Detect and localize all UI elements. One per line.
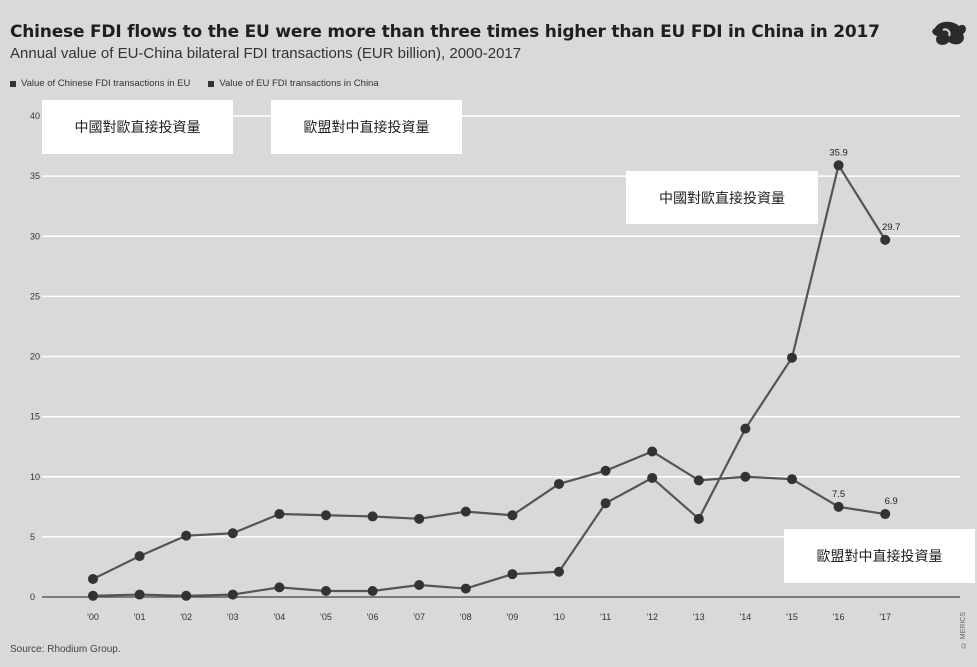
data-point [274, 509, 285, 520]
data-point [647, 472, 658, 483]
data-point [647, 446, 658, 457]
x-axis-ticks: '00 '01 '02 '03 '04 '05 '06 '07 '08 '09 '10 '11 '12 '… [87, 612, 891, 622]
x-tick-label: '08 [460, 612, 472, 622]
merics-logo-icon [932, 21, 966, 45]
data-point [600, 465, 611, 476]
data-point [227, 528, 238, 539]
y-tick-label: 10 [30, 472, 40, 482]
data-label: 29.7 [882, 222, 901, 233]
data-point [321, 585, 331, 596]
y-tick-label: 30 [30, 231, 40, 241]
x-tick-label: '00 [87, 612, 99, 622]
data-point [880, 234, 891, 245]
series-layer: 35.9 29.7 7.5 6.9 [88, 147, 901, 601]
x-tick-label: '02 [180, 612, 192, 622]
data-point [227, 589, 238, 600]
legend-item-chinese-fdi: Value of Chinese FDI transactions in EU [10, 78, 190, 89]
x-tick-label: '03 [227, 612, 239, 622]
data-label: 35.9 [829, 147, 848, 158]
x-tick-label: '07 [413, 612, 425, 622]
legend-swatch-icon [10, 80, 16, 87]
data-point [134, 551, 145, 562]
data-point [88, 590, 98, 601]
x-tick-label: '06 [367, 612, 379, 622]
data-point [740, 423, 751, 434]
x-tick-label: '17 [879, 612, 891, 622]
data-point [88, 573, 98, 584]
x-tick-label: '11 [600, 612, 611, 622]
y-tick-label: 0 [30, 592, 35, 602]
data-label: 7.5 [832, 489, 845, 500]
x-tick-label: '05 [320, 612, 332, 622]
data-point [833, 501, 844, 512]
data-point [367, 585, 378, 596]
data-point [367, 511, 378, 522]
legend-item-eu-fdi: Value of EU FDI transactions in China [208, 78, 379, 89]
data-point [134, 589, 145, 600]
data-label: 6.9 [885, 496, 898, 507]
data-point [181, 590, 192, 601]
data-point [181, 530, 192, 541]
data-point [507, 569, 518, 580]
x-tick-label: '09 [507, 612, 519, 622]
overlay-label-bottom-right: 歐盟對中直接投資量 [784, 529, 975, 583]
series-line-2 [92, 450, 886, 580]
data-point [787, 474, 797, 485]
data-point [414, 579, 425, 590]
x-tick-label: '10 [553, 612, 565, 622]
data-point [787, 352, 797, 363]
overlay-label-top-left: 中國對歐直接投資量 [42, 100, 233, 154]
source-note: Source: Rhodium Group. [10, 644, 121, 655]
chart-subtitle: Annual value of EU-China bilateral FDI t… [10, 45, 522, 62]
y-tick-label: 25 [30, 291, 40, 301]
data-point [880, 509, 891, 520]
data-point [554, 478, 564, 489]
data-point [833, 160, 844, 171]
data-point [600, 498, 611, 509]
data-point [460, 506, 471, 517]
overlay-label-right-mid: 中國對歐直接投資量 [626, 171, 818, 224]
chart-title: Chinese FDI flows to the EU were more th… [10, 22, 880, 42]
y-tick-label: 35 [30, 171, 40, 181]
x-tick-label: '01 [134, 612, 146, 622]
x-tick-label: '14 [740, 612, 752, 622]
data-point [321, 510, 331, 521]
data-point [507, 510, 518, 521]
data-point [460, 583, 471, 594]
x-tick-label: '16 [833, 612, 845, 622]
legend-label: Value of EU FDI transactions in China [219, 78, 379, 89]
data-point [740, 471, 751, 482]
x-tick-label: '04 [274, 612, 286, 622]
y-tick-label: 40 [30, 111, 40, 121]
credit-note: © MERICS [960, 612, 967, 649]
legend-swatch-icon [208, 80, 215, 87]
x-tick-label: '12 [646, 612, 658, 622]
y-tick-label: 20 [30, 352, 40, 362]
chart-legend: Value of Chinese FDI transactions in EU … [10, 78, 379, 89]
y-tick-label: 15 [30, 412, 40, 422]
y-tick-label: 5 [30, 532, 35, 542]
series-line-1 [92, 164, 887, 597]
data-point [693, 475, 704, 486]
x-tick-label: '13 [693, 612, 705, 622]
overlay-label-top-mid: 歐盟對中直接投資量 [271, 100, 462, 154]
data-point [693, 513, 704, 524]
x-tick-label: '15 [786, 612, 798, 622]
legend-label: Value of Chinese FDI transactions in EU [21, 78, 191, 89]
y-axis-ticks: 0 5 10 15 20 25 30 35 40 [30, 111, 40, 602]
grid-lines [42, 115, 960, 598]
data-point [414, 513, 425, 524]
data-point [554, 566, 564, 577]
data-point [274, 582, 285, 593]
